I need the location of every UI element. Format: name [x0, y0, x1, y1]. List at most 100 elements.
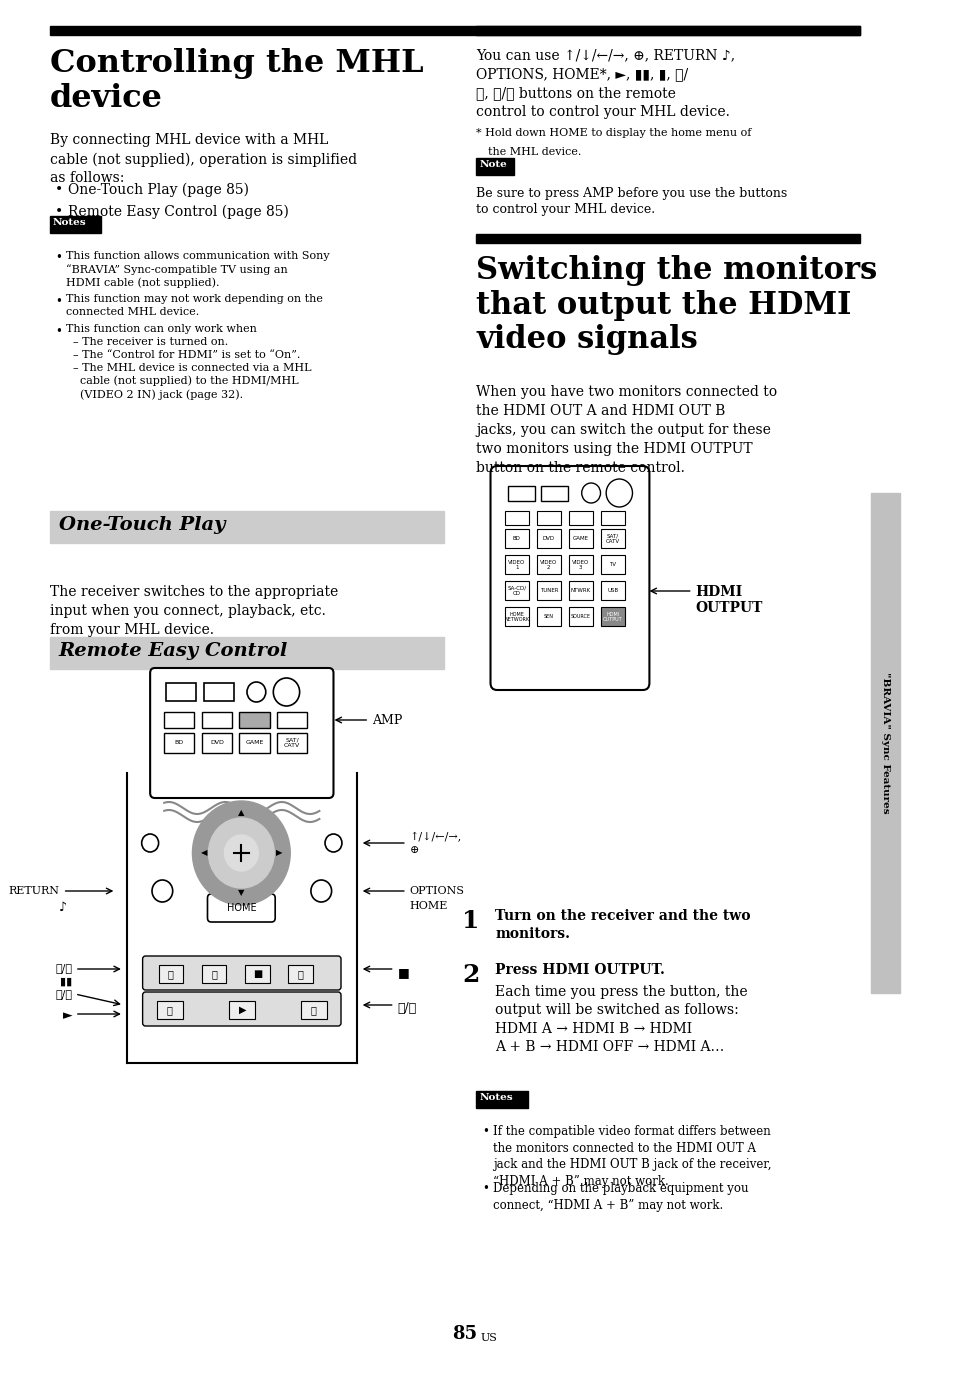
- Circle shape: [247, 682, 266, 702]
- Text: Be sure to press AMP before you use the buttons: Be sure to press AMP before you use the …: [476, 187, 787, 200]
- Text: SEN: SEN: [543, 615, 554, 619]
- Text: * Hold down HOME to display the home menu of: * Hold down HOME to display the home men…: [476, 128, 751, 139]
- Bar: [239, 733, 270, 752]
- Text: GAME: GAME: [245, 740, 263, 746]
- Text: •: •: [55, 294, 62, 308]
- Text: VIDEO
3: VIDEO 3: [572, 560, 589, 570]
- FancyBboxPatch shape: [207, 894, 274, 923]
- FancyBboxPatch shape: [142, 956, 340, 990]
- Text: the MHL device.: the MHL device.: [487, 147, 580, 157]
- Bar: [204, 682, 233, 702]
- Text: ▮▮: ▮▮: [60, 978, 72, 987]
- Text: BD: BD: [513, 537, 520, 541]
- Bar: [536, 555, 560, 574]
- Text: This function may not work depending on the
connected MHL device.: This function may not work depending on …: [67, 294, 323, 317]
- Text: Remote Easy Control: Remote Easy Control: [59, 643, 288, 660]
- Bar: [536, 529, 560, 548]
- Bar: [568, 529, 593, 548]
- Bar: [245, 965, 270, 983]
- Text: DVD: DVD: [210, 740, 224, 746]
- Bar: [276, 713, 307, 728]
- Bar: [504, 511, 529, 524]
- Text: •: •: [55, 251, 62, 264]
- Text: USB: USB: [606, 589, 618, 593]
- Bar: [476, 233, 859, 243]
- Text: ◀: ◀: [200, 849, 207, 858]
- Text: •: •: [55, 205, 63, 220]
- Text: This function allows communication with Sony
“BRAVIA” Sync-compatible TV using a: This function allows communication with …: [67, 251, 330, 288]
- Text: Controlling the MHL
device: Controlling the MHL device: [50, 48, 423, 114]
- Bar: [229, 1001, 255, 1019]
- Bar: [568, 581, 593, 600]
- Text: Each time you press the button, the
output will be switched as follows:
HDMI A →: Each time you press the button, the outp…: [495, 984, 747, 1054]
- Bar: [536, 581, 560, 600]
- Text: RETURN: RETURN: [8, 886, 59, 897]
- Bar: [599, 529, 624, 548]
- Bar: [476, 26, 859, 34]
- Text: 85: 85: [452, 1325, 477, 1343]
- Text: Notes: Notes: [52, 218, 86, 227]
- Text: DVD: DVD: [542, 537, 555, 541]
- Text: Press HDMI OUTPUT.: Press HDMI OUTPUT.: [495, 962, 664, 978]
- Bar: [599, 607, 624, 626]
- Text: SA-CD/
CD: SA-CD/ CD: [507, 586, 526, 596]
- Bar: [508, 486, 534, 501]
- Circle shape: [605, 479, 632, 507]
- Bar: [599, 581, 624, 600]
- Bar: [239, 713, 270, 728]
- Text: ▶: ▶: [275, 849, 282, 858]
- Text: ⏮/⏭: ⏮/⏭: [55, 962, 72, 973]
- Bar: [164, 713, 194, 728]
- Bar: [504, 555, 529, 574]
- Text: ▶: ▶: [238, 1005, 246, 1015]
- Bar: [50, 637, 444, 669]
- Circle shape: [152, 880, 172, 902]
- Text: "BRAVIA" Sync Features: "BRAVIA" Sync Features: [880, 673, 889, 814]
- Text: control to control your MHL device.: control to control your MHL device.: [476, 104, 729, 119]
- Text: You can use ↑/↓/←/→, ⊕, RETURN ♪,: You can use ↑/↓/←/→, ⊕, RETURN ♪,: [476, 48, 735, 62]
- Bar: [50, 26, 859, 34]
- Text: ■: ■: [397, 967, 409, 979]
- Text: HOME
NETWORK: HOME NETWORK: [504, 611, 529, 622]
- Text: HDMI
OUTPUT: HDMI OUTPUT: [602, 611, 622, 622]
- Circle shape: [325, 833, 341, 853]
- Text: TV: TV: [609, 563, 616, 567]
- Text: US: US: [479, 1333, 497, 1343]
- Bar: [599, 511, 624, 524]
- Text: ⏪/⏩: ⏪/⏩: [397, 1002, 416, 1015]
- Text: One-Touch Play (page 85): One-Touch Play (page 85): [69, 183, 249, 198]
- Bar: [300, 1001, 327, 1019]
- Text: Turn on the receiver and the two
monitors.: Turn on the receiver and the two monitor…: [495, 909, 750, 942]
- FancyBboxPatch shape: [490, 465, 649, 691]
- Bar: [476, 1092, 528, 1108]
- Bar: [504, 607, 529, 626]
- Text: GAME: GAME: [572, 537, 588, 541]
- Text: OPTIONS, HOME*, ►, ▮▮, ▮, ⏮/: OPTIONS, HOME*, ►, ▮▮, ▮, ⏮/: [476, 67, 688, 81]
- Bar: [568, 607, 593, 626]
- Bar: [156, 1001, 183, 1019]
- Text: AMP: AMP: [372, 714, 402, 726]
- Bar: [504, 529, 529, 548]
- Bar: [164, 733, 194, 752]
- FancyBboxPatch shape: [142, 993, 340, 1026]
- FancyBboxPatch shape: [150, 669, 334, 798]
- Text: ⏪/⏩: ⏪/⏩: [55, 989, 72, 1000]
- Bar: [599, 555, 624, 574]
- Bar: [536, 607, 560, 626]
- Text: By connecting MHL device with a MHL
cable (not supplied), operation is simplifie: By connecting MHL device with a MHL cabl…: [50, 133, 356, 185]
- Circle shape: [224, 835, 258, 870]
- Text: HDMI: HDMI: [695, 585, 742, 599]
- Text: ⏩: ⏩: [311, 1005, 316, 1015]
- Bar: [504, 581, 529, 600]
- Bar: [50, 511, 444, 542]
- Text: HOME: HOME: [409, 901, 448, 912]
- Text: BD: BD: [174, 740, 184, 746]
- Text: Note: Note: [478, 161, 506, 169]
- Text: When you have two monitors connected to
the HDMI OUT A and HDMI OUT B
jacks, you: When you have two monitors connected to …: [476, 384, 777, 475]
- Text: OPTIONS: OPTIONS: [409, 886, 464, 897]
- Text: ▲: ▲: [238, 809, 244, 817]
- Text: to control your MHL device.: to control your MHL device.: [476, 203, 655, 216]
- Text: OUTPUT: OUTPUT: [695, 601, 762, 615]
- Bar: [202, 965, 226, 983]
- Text: SOURCE: SOURCE: [570, 615, 590, 619]
